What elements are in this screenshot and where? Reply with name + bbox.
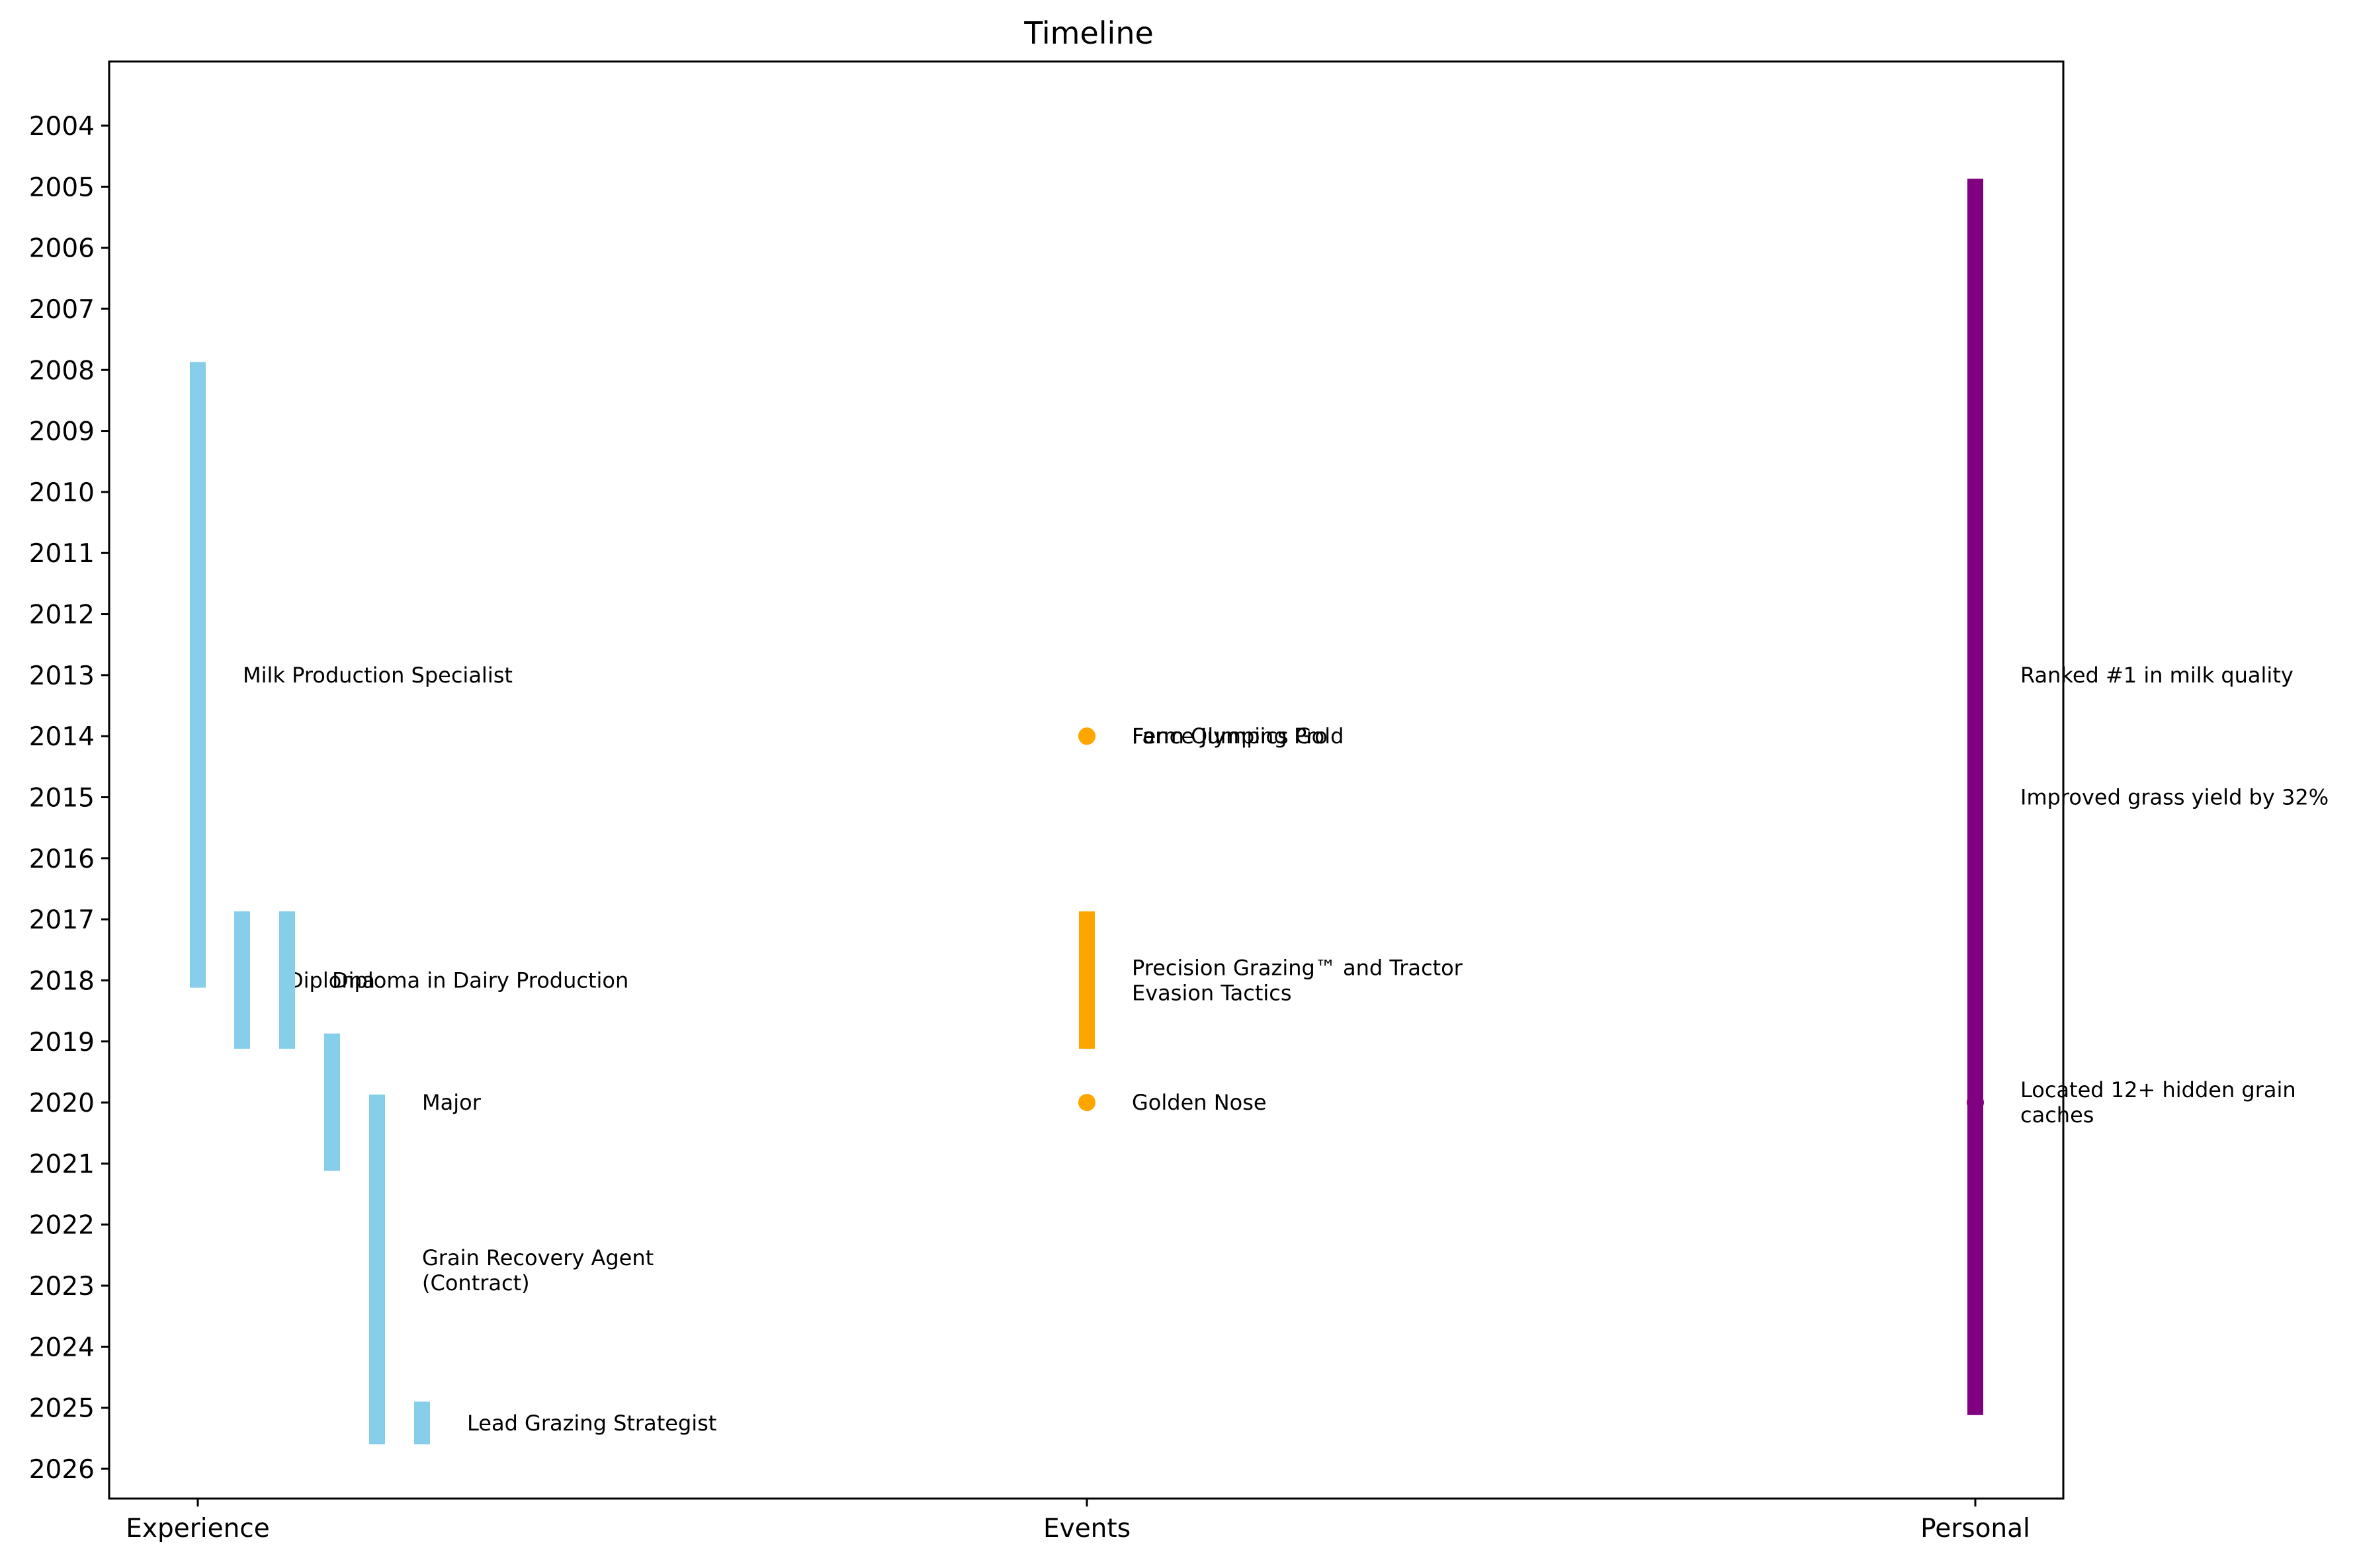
personal-label-0: Ranked #1 in milk quality [2020, 663, 2294, 688]
personal-label-2: Located 12+ hidden grain caches [2020, 1077, 2296, 1128]
y-tick-label-3: 2007 [29, 295, 95, 325]
y-tick-label-20: 2024 [29, 1333, 95, 1362]
y-tick-label-5: 2009 [29, 417, 95, 447]
experience-bar-6 [414, 1401, 430, 1445]
y-tick-label-22: 2026 [29, 1455, 95, 1485]
y-tick-label-0: 2004 [29, 112, 95, 142]
experience-label-4: Major [422, 1090, 482, 1115]
experience-label-5: Grain Recovery Agent (Contract) [422, 1245, 654, 1296]
chart-marks: Milk Production Specialist DiplomaDiploma… [190, 179, 2329, 1445]
y-tick-label-1: 2005 [29, 173, 95, 202]
y-tick-label-13: 2017 [29, 905, 95, 935]
event-point-1 [1078, 727, 1095, 745]
plot-area-frame [108, 60, 2065, 1500]
y-tick-label-2: 2006 [29, 234, 95, 264]
y-tick-label-17: 2021 [29, 1149, 95, 1179]
experience-label-0: Milk Production Specialist [243, 663, 513, 688]
personal-label-1: Improved grass yield by 32% [2020, 785, 2329, 810]
y-tick-label-10: 2014 [29, 722, 95, 752]
experience-bar-3 [324, 1033, 340, 1171]
experience-bar-4 [369, 1094, 385, 1445]
y-tick-label-14: 2018 [29, 966, 95, 996]
event-label-2: Precision Grazing™ and Tractor Evasion Ta… [1132, 955, 1463, 1005]
y-axis: 2004 2005 2006 2007 2008 2009 2010 2011 2012 2013… [29, 112, 109, 1485]
event-point-3 [1078, 1094, 1095, 1112]
y-tick-label-8: 2012 [29, 600, 95, 630]
experience-bar-1 [234, 911, 250, 1049]
experience-label-2: Diploma in Dairy Production [332, 968, 628, 993]
experience-label-6: Lead Grazing Strategist [467, 1411, 716, 1436]
y-tick-label-18: 2022 [29, 1211, 95, 1241]
y-tick-label-6: 2010 [29, 478, 95, 508]
x-axis: Experience Events Personal [126, 1499, 2030, 1544]
experience-bar-0 [190, 362, 206, 988]
personal-point [1967, 1094, 1984, 1112]
event-label-0: Farm Olympics Gold [1132, 723, 1344, 749]
y-tick-label-12: 2016 [29, 845, 95, 874]
experience-bar-2 [279, 911, 295, 1049]
x-tick-label-1: Events [1043, 1514, 1131, 1544]
y-tick-label-16: 2020 [29, 1089, 95, 1118]
y-tick-label-4: 2008 [29, 356, 95, 386]
event-label-1: Fence Jumping Pro [1132, 723, 1328, 749]
x-tick-label-0: Experience [126, 1514, 270, 1544]
y-tick-label-21: 2025 [29, 1394, 95, 1424]
y-tick-label-11: 2015 [29, 784, 95, 813]
y-tick-label-7: 2011 [29, 539, 95, 569]
chart-title: Timeline [1023, 15, 1154, 51]
experience-label-1: Diploma [287, 968, 375, 993]
event-bar-2 [1079, 911, 1095, 1049]
personal-bar [1967, 179, 1983, 1415]
event-label-3: Golden Nose [1132, 1090, 1267, 1115]
y-tick-label-15: 2019 [29, 1028, 95, 1057]
x-tick-label-2: Personal [1920, 1514, 2030, 1544]
y-tick-label-9: 2013 [29, 661, 95, 691]
y-tick-label-19: 2023 [29, 1272, 95, 1301]
